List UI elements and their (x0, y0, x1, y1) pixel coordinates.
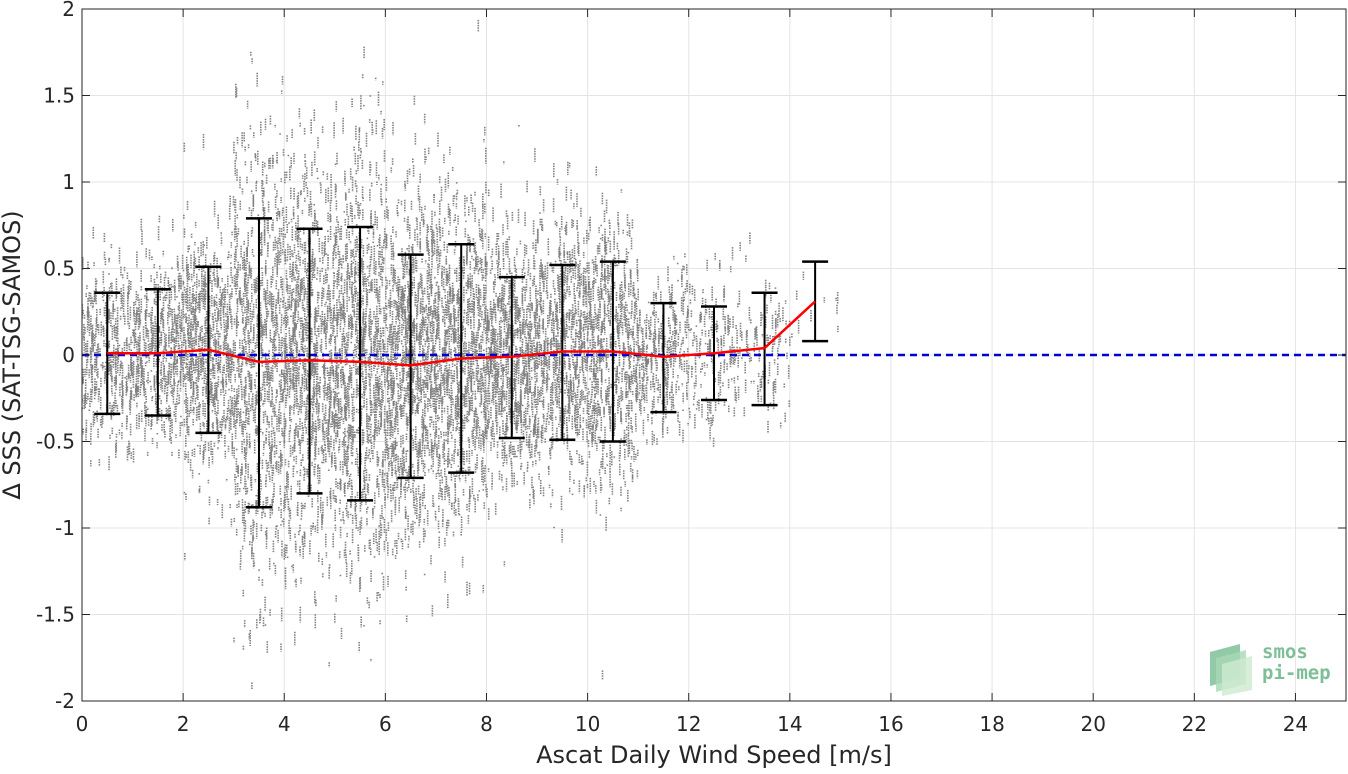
mean-line (107, 300, 816, 367)
x-tick-label: 22 (1182, 712, 1207, 736)
x-tick-label: 10 (575, 712, 600, 736)
y-tick-label: 1 (62, 170, 75, 194)
y-axis-label: Δ SSS (SAT-TSG-SAMOS) (0, 210, 26, 499)
wave-logo-icon (1210, 644, 1252, 696)
y-tick-label: 2 (62, 0, 75, 21)
y-tick-label: -0.5 (36, 430, 75, 454)
y-tick-label: -2 (55, 689, 75, 713)
y-tick-label: 1.5 (43, 84, 75, 108)
x-tick-label: 24 (1283, 712, 1308, 736)
logo-line-2: pi-mep (1262, 662, 1331, 684)
x-tick-label: 0 (76, 712, 89, 736)
x-tick-label: 20 (1080, 712, 1105, 736)
smos-pi-mep-logo: smos pi-mep (1206, 638, 1346, 698)
logo-text: smos pi-mep (1262, 642, 1331, 684)
y-tick-label: 0 (62, 343, 75, 367)
y-tick-label: -1.5 (36, 603, 75, 627)
x-tick-label: 18 (979, 712, 1004, 736)
scatter-points (81, 19, 839, 690)
y-tick-label: -1 (55, 516, 75, 540)
scatter-marks (81, 19, 839, 690)
x-axis-label: Ascat Daily Wind Speed [m/s] (536, 741, 892, 769)
x-tick-label: 16 (878, 712, 903, 736)
x-tick-label: 2 (177, 712, 190, 736)
x-tick-label: 12 (676, 712, 701, 736)
x-tick-label: 6 (379, 712, 392, 736)
x-tick-label: 8 (480, 712, 493, 736)
y-tick-label: 0.5 (43, 257, 75, 281)
x-tick-label: 4 (278, 712, 291, 736)
x-tick-label: 14 (777, 712, 802, 736)
logo-line-1: smos (1262, 641, 1308, 663)
